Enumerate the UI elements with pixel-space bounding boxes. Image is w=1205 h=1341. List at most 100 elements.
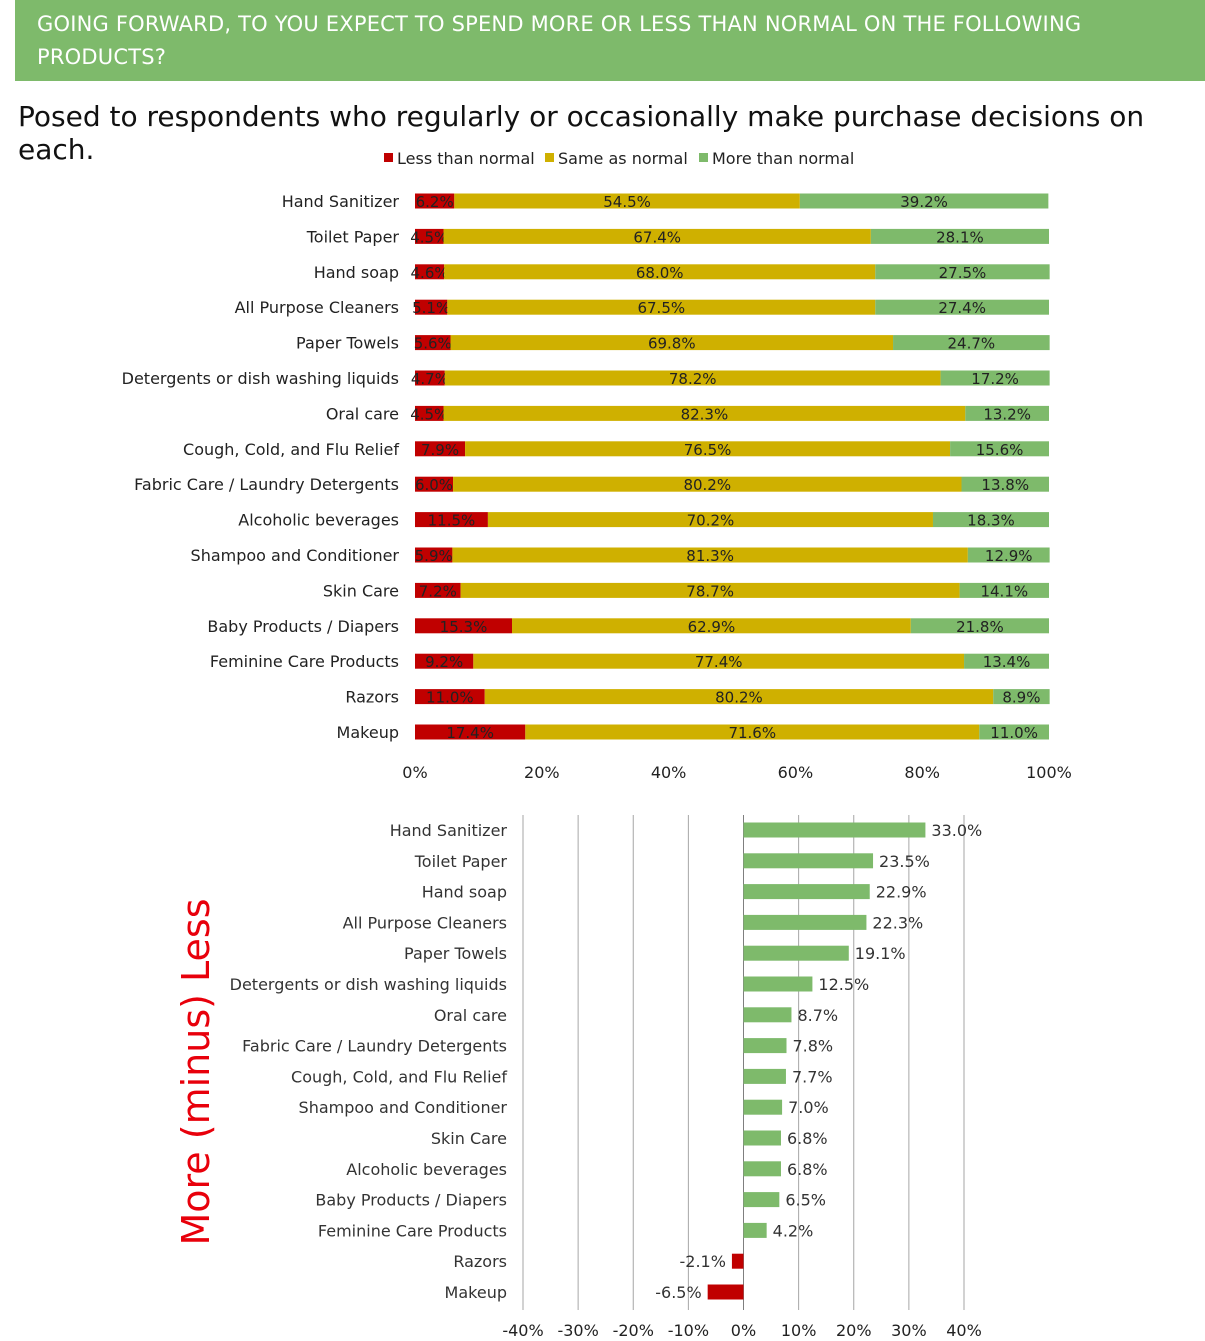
data-label: 7.0% (788, 1098, 829, 1117)
data-label: 39.2% (900, 193, 948, 211)
legend-swatch-same-as-normal (545, 153, 554, 162)
data-label: 80.2% (683, 476, 731, 494)
bar-segment-more-than-normal (979, 724, 1049, 740)
bar-segment-more-than-normal (932, 512, 1049, 528)
bar-segment-same-as-normal (473, 653, 965, 669)
data-label: 4.5% (410, 228, 448, 246)
category-label: Baby Products / Diapers (315, 1191, 507, 1210)
category-label: Toilet Paper (306, 227, 400, 246)
bar-segment-same-as-normal (443, 228, 871, 244)
data-label: 5.9% (415, 547, 453, 565)
data-label: 22.9% (876, 883, 927, 902)
bar-segment-less-than-normal (415, 228, 444, 244)
bar-segment-more-than-normal (875, 264, 1050, 280)
bar-segment-more-than-normal (910, 618, 1049, 634)
bar-positive (743, 853, 874, 869)
page-subtitle: Posed to respondents who regularly or oc… (18, 100, 1145, 166)
data-label: 70.2% (687, 512, 735, 530)
x-tick-label: 20% (836, 1321, 872, 1340)
category-label: All Purpose Cleaners (343, 913, 507, 932)
data-label: 80.2% (715, 689, 763, 707)
x-tick-label: 0% (402, 763, 427, 782)
data-label: 12.9% (985, 547, 1033, 565)
legend-swatch-more-than-normal (699, 153, 708, 162)
x-tick-label: -40% (502, 1321, 543, 1340)
category-label: Makeup (337, 723, 399, 742)
bar-segment-less-than-normal (415, 582, 461, 598)
x-tick-label: 30% (891, 1321, 927, 1340)
category-label: Razors (453, 1252, 507, 1271)
category-label: Detergents or dish washing liquids (230, 975, 507, 994)
category-label: Cough, Cold, and Flu Relief (183, 440, 399, 459)
bar-segment-less-than-normal (415, 512, 488, 528)
data-label: 78.7% (686, 582, 734, 600)
bar-segment-less-than-normal (415, 299, 448, 315)
data-label: 7.9% (421, 441, 459, 459)
category-label: Alcoholic beverages (238, 511, 399, 530)
bar-positive (743, 1161, 781, 1177)
bar-segment-less-than-normal (415, 193, 455, 209)
bar-positive (743, 822, 926, 838)
data-label: 14.1% (980, 582, 1028, 600)
x-tick-label: 40% (946, 1321, 982, 1340)
data-label: 15.3% (440, 618, 488, 636)
category-label: Feminine Care Products (318, 1221, 507, 1240)
bar-segment-more-than-normal (993, 689, 1050, 705)
data-label: 67.4% (633, 228, 681, 246)
bar-positive (743, 976, 813, 992)
data-label: 21.8% (956, 618, 1004, 636)
data-label: 27.5% (939, 264, 987, 282)
x-tick-label: 20% (524, 763, 560, 782)
data-label: 12.5% (818, 975, 869, 994)
bar-segment-less-than-normal (415, 264, 445, 280)
data-label: 67.5% (637, 299, 685, 317)
data-label: 81.3% (686, 547, 734, 565)
data-label: 24.7% (948, 335, 996, 353)
bar-segment-same-as-normal (460, 582, 960, 598)
data-label: 23.5% (879, 852, 930, 871)
bar-segment-less-than-normal (415, 653, 474, 669)
bar-segment-less-than-normal (415, 724, 526, 740)
bar-segment-more-than-normal (964, 653, 1049, 669)
bar-segment-same-as-normal (443, 405, 966, 421)
data-label: 71.6% (728, 724, 776, 742)
bar-segment-less-than-normal (415, 441, 466, 457)
category-label: Alcoholic beverages (346, 1160, 507, 1179)
bar-negative (707, 1284, 744, 1300)
data-label: 15.6% (976, 441, 1024, 459)
data-label: 5.1% (412, 299, 450, 317)
data-label: 6.8% (787, 1160, 828, 1179)
data-label: 28.1% (936, 228, 984, 246)
data-label: 4.5% (410, 405, 448, 423)
bar-positive (743, 1222, 767, 1238)
category-label: Detergents or dish washing liquids (122, 369, 399, 388)
data-label: 78.2% (669, 370, 717, 388)
category-label: Paper Towels (296, 334, 399, 353)
category-label: Oral care (326, 404, 399, 423)
category-label: Fabric Care / Laundry Detergents (134, 475, 399, 494)
category-label: Shampoo and Conditioner (191, 546, 400, 565)
bar-segment-less-than-normal (415, 547, 453, 563)
data-label: 19.1% (855, 944, 906, 963)
data-label: 8.9% (1002, 689, 1040, 707)
bar-positive (743, 914, 867, 930)
x-tick-label: -20% (613, 1321, 654, 1340)
data-label: 11.0% (426, 689, 474, 707)
category-label: Skin Care (431, 1129, 507, 1148)
data-label: 62.9% (688, 618, 736, 636)
data-label: 22.3% (872, 913, 923, 932)
bar-positive (743, 1068, 786, 1084)
x-tick-label: 100% (1026, 763, 1072, 782)
bar-segment-same-as-normal (525, 724, 980, 740)
data-label: 17.2% (971, 370, 1019, 388)
x-tick-label: 60% (778, 763, 814, 782)
bar-segment-same-as-normal (450, 335, 894, 351)
data-label: 82.3% (681, 405, 729, 423)
x-tick-label: 10% (781, 1321, 817, 1340)
data-label: 13.4% (983, 653, 1031, 671)
legend-swatch-less-than-normal (384, 153, 393, 162)
bar-segment-same-as-normal (452, 547, 968, 563)
bar-segment-more-than-normal (965, 405, 1049, 421)
bar-segment-more-than-normal (961, 476, 1049, 492)
